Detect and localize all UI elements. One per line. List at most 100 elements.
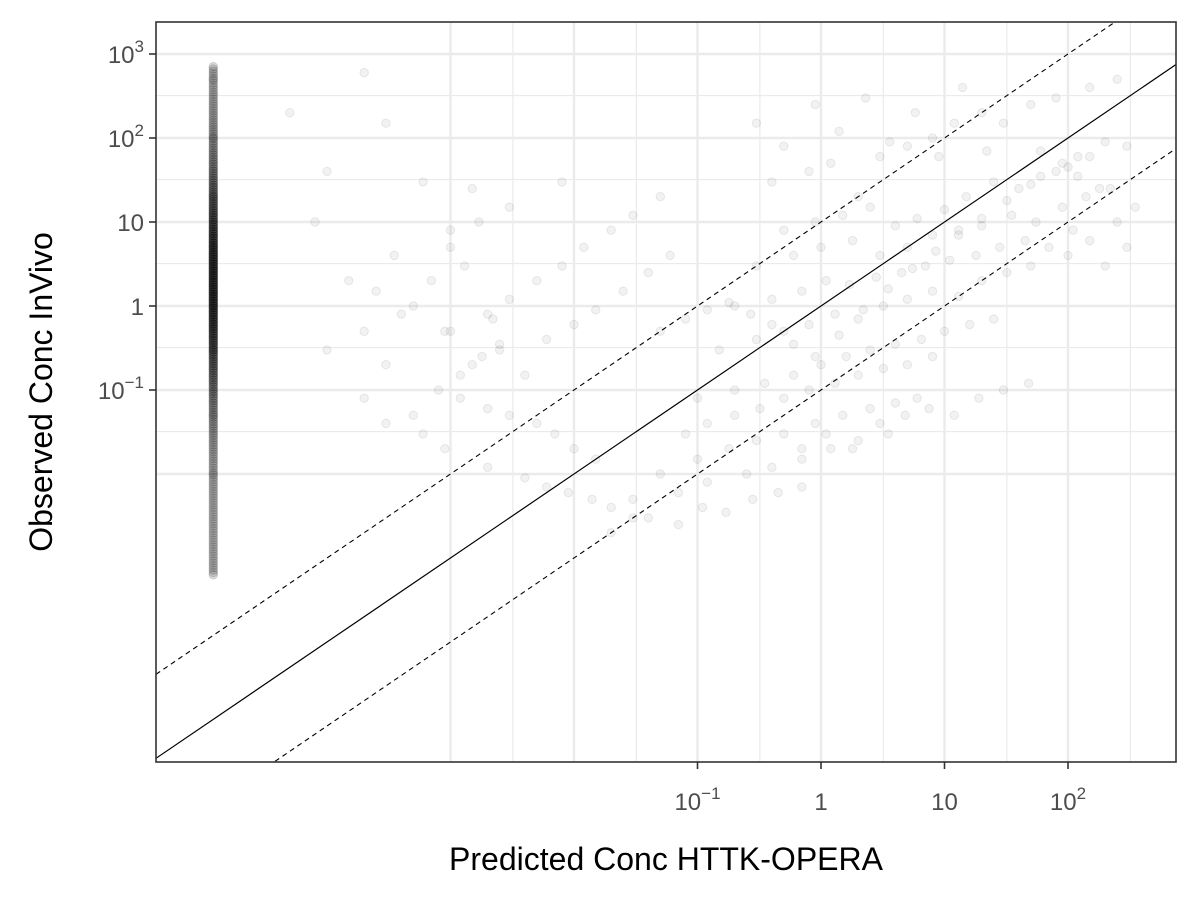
data-point <box>673 519 684 530</box>
data-point <box>208 242 218 253</box>
data-point <box>944 255 955 265</box>
data-point <box>858 305 868 315</box>
identity-line <box>156 64 1176 759</box>
data-point <box>445 326 456 336</box>
data-point <box>939 326 950 336</box>
data-point <box>1068 225 1078 235</box>
data-point <box>520 473 530 483</box>
data-point <box>208 389 218 399</box>
data-point <box>208 342 218 353</box>
data-point <box>504 202 515 212</box>
data-point <box>208 407 218 418</box>
data-point <box>208 451 218 462</box>
data-point <box>208 539 218 550</box>
data-point <box>1073 171 1083 181</box>
data-point <box>890 339 901 349</box>
data-point <box>208 238 218 248</box>
data-point <box>804 319 814 330</box>
data-point <box>208 352 218 362</box>
x-tick-label: 102 <box>1050 784 1086 816</box>
data-point <box>459 261 470 271</box>
data-point <box>208 147 218 158</box>
data-point <box>773 487 783 498</box>
data-point <box>208 444 218 455</box>
data-point <box>208 282 218 292</box>
data-point <box>1002 195 1012 206</box>
data-point <box>208 375 218 385</box>
data-point <box>974 393 984 403</box>
data-point <box>208 428 218 438</box>
data-point <box>208 474 218 485</box>
data-point <box>655 469 666 479</box>
data-point <box>767 319 777 330</box>
data-point <box>208 108 218 118</box>
data-point <box>927 351 938 362</box>
data-point <box>208 528 218 538</box>
data-point <box>208 259 218 269</box>
data-point <box>816 242 826 252</box>
data-point <box>767 177 777 187</box>
data-point <box>208 463 218 473</box>
data-point <box>208 233 218 244</box>
data-point <box>741 469 752 479</box>
y-tick-label: 1 <box>131 294 144 321</box>
plot-panel-border <box>155 21 1177 763</box>
data-point <box>1026 261 1036 271</box>
data-point <box>396 309 407 319</box>
data-point <box>208 526 218 536</box>
data-point <box>418 177 428 187</box>
data-point <box>865 345 875 355</box>
data-point <box>971 250 981 261</box>
data-point <box>482 462 493 473</box>
x-axis: 10−1 1 10 102 <box>674 762 1086 816</box>
data-point <box>208 486 218 496</box>
data-point <box>976 221 987 231</box>
data-point <box>673 487 684 498</box>
x-tick-label-base: 10 <box>674 789 701 816</box>
data-point <box>208 215 218 225</box>
data-point <box>1035 146 1046 156</box>
data-point <box>1063 162 1073 172</box>
data-point <box>816 360 826 370</box>
data-point <box>208 275 218 285</box>
data-point <box>821 429 831 439</box>
data-point <box>821 276 831 286</box>
data-point <box>1051 93 1061 103</box>
data-point <box>810 217 821 227</box>
data-point <box>208 173 218 183</box>
data-point <box>208 249 218 260</box>
data-point <box>208 361 218 371</box>
data-point <box>208 523 218 534</box>
data-point <box>939 205 950 215</box>
data-point <box>208 449 218 459</box>
data-point <box>692 454 703 464</box>
data-point <box>208 335 218 346</box>
data-point <box>779 141 789 151</box>
data-point <box>208 535 218 545</box>
data-point <box>208 143 218 153</box>
data-point <box>563 487 574 498</box>
data-point <box>759 378 770 389</box>
reference-lines <box>156 22 1176 762</box>
data-point <box>995 242 1005 252</box>
data-point <box>208 484 218 494</box>
data-point <box>208 488 218 499</box>
y-tick-label-exponent: 3 <box>135 37 144 56</box>
data-point <box>949 410 959 420</box>
data-point <box>208 247 218 257</box>
data-point <box>797 286 807 296</box>
data-point <box>1085 151 1095 162</box>
data-point <box>208 289 218 299</box>
data-point <box>810 351 821 362</box>
data-point <box>208 273 218 283</box>
data-point <box>504 294 515 305</box>
data-point <box>208 194 218 204</box>
x-tick-label: 1 <box>814 789 827 816</box>
data-point <box>1112 74 1122 84</box>
data-point <box>702 418 712 429</box>
data-point <box>208 303 218 313</box>
data-point <box>729 385 740 395</box>
data-point <box>957 82 968 93</box>
data-point <box>988 314 999 324</box>
data-point <box>208 68 218 79</box>
